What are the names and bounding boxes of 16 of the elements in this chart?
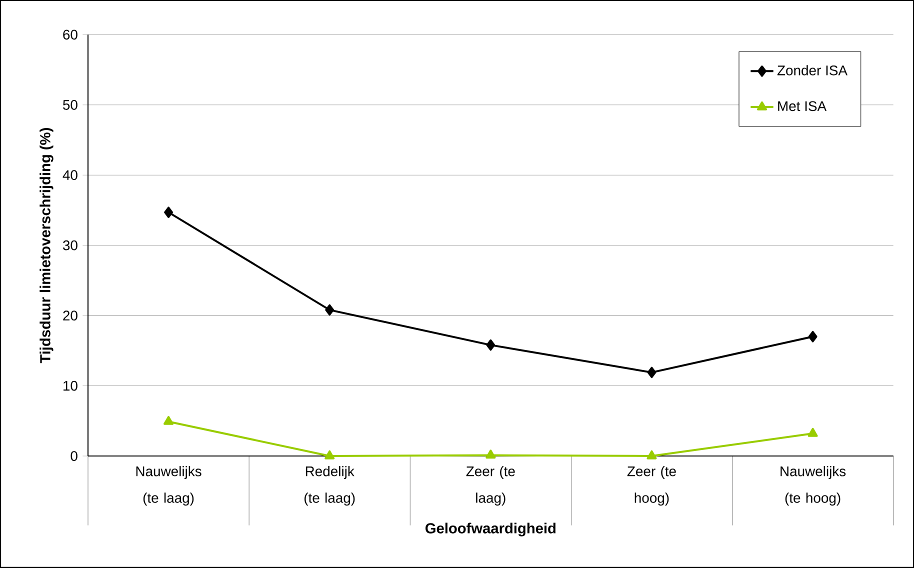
y-tick-label: 50 (63, 100, 78, 110)
y-tick-label: 30 (62, 240, 78, 250)
x-axis-title: Geloofwaardigheid (426, 522, 556, 536)
y-tick-label: 20 (63, 310, 78, 320)
x-tick-label: Nauwelijks (te hoog) (780, 466, 846, 506)
x-tick-label: Zeer (te hoog) (627, 466, 676, 506)
legend-label: Met ISA (778, 101, 827, 112)
x-tick-label: Zeer (te laag) (466, 466, 515, 506)
legend-label: Zonder ISA (777, 65, 848, 76)
y-tick-label: 0 (70, 451, 78, 461)
y-tick-label: 40 (62, 170, 78, 180)
x-tick-label: Redelijk (te laag) (304, 466, 355, 506)
y-axis-title: Tijdsduur limietoverschrijding (%) (40, 128, 54, 364)
x-tick-label: Nauwelijks (te laag) (136, 466, 202, 506)
y-tick-label: 10 (64, 380, 78, 391)
y-tick-label: 60 (63, 30, 78, 40)
